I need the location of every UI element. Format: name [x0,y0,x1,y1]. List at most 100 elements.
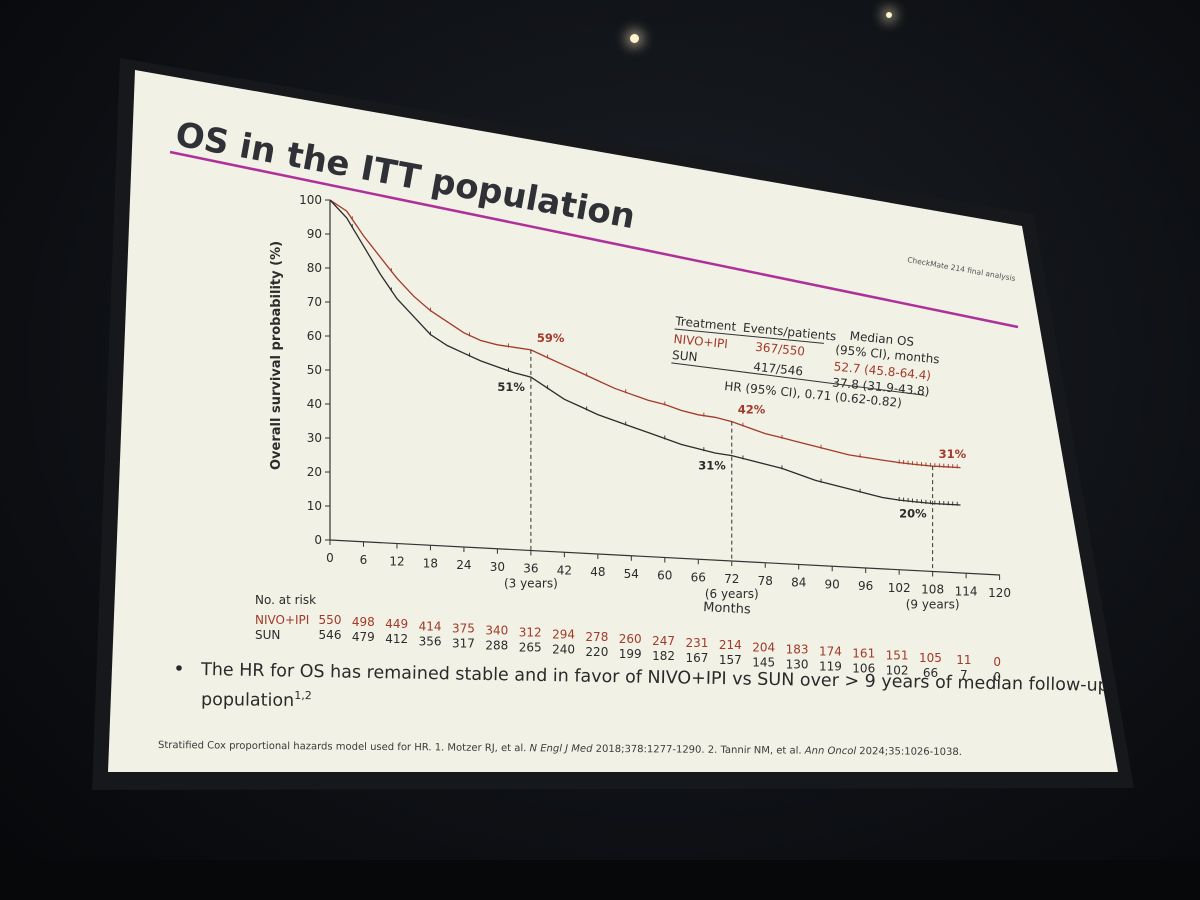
y-axis-title: Overall survival probability (%) [269,241,284,470]
x-tick-label: 24 [456,558,471,572]
x-tick-label: 108 [921,583,944,597]
x-tick-label: 120 [988,586,1011,600]
at-risk-value: 204 [752,640,775,654]
y-tick-label: 60 [307,329,322,343]
bullet-line-2-text: population [201,690,294,711]
x-tick-label: 6 [360,553,368,567]
at-risk-value: 130 [786,657,809,671]
at-risk-value: 479 [352,630,375,644]
legend-row-sun-name: SUN [671,348,698,364]
x-tick-label: 30 [490,560,505,574]
at-risk-value: 294 [552,628,575,642]
y-tick-label: 20 [307,465,322,479]
at-risk-value: 550 [319,613,342,627]
at-risk-row-name-nivo: NIVO+IPI [255,613,309,627]
at-risk-value: 312 [519,626,542,640]
x-tick-label: 90 [825,577,840,591]
x-tick-label: 54 [624,567,639,581]
at-risk-value: 214 [719,638,742,652]
year-label: (6 years) [705,587,759,601]
x-tick-label: 84 [791,576,806,590]
footnote-prefix: Stratified Cox proportional hazards mode… [158,740,526,754]
y-tick-label: 10 [307,499,322,513]
footnote-suffix: 2024;35:1026-1038. [859,746,962,758]
legend-header-rule [674,328,824,344]
at-risk-table: No. at risk NIVO+IPI SUN 550 498 449 414 375… [255,593,1001,684]
at-risk-value: 66 [923,666,938,680]
x-tick-label: 66 [691,570,706,584]
y-tick-label: 0 [314,533,322,547]
x-axis-title: Months [703,600,751,617]
at-risk-value: 119 [819,660,842,674]
at-risk-value: 105 [919,651,942,665]
x-tick-label: 36 [523,562,538,576]
ceiling-light [886,12,892,18]
at-risk-value: 0 [993,655,1001,669]
at-risk-value: 167 [686,651,709,665]
at-risk-value: 260 [619,632,642,646]
at-risk-value: 240 [552,643,575,657]
at-risk-value: 199 [619,647,642,661]
legend-col-treatment: Treatment [674,314,737,334]
bullet-dot [176,665,182,671]
annotation-label: 20% [899,507,927,521]
at-risk-value: 182 [652,649,675,663]
x-tick-label: 48 [590,565,605,579]
at-risk-value: 231 [686,636,709,650]
bullet-superscript: 1,2 [294,689,312,702]
at-risk-value: 498 [352,615,375,629]
at-risk-value: 317 [452,636,475,650]
stage-floor [0,860,1200,900]
footnote: Stratified Cox proportional hazards mode… [158,740,962,758]
x-tick-label: 72 [724,572,739,586]
y-tick-label: 80 [307,261,322,275]
legend-row-nivo-name: NIVO+IPI [673,332,728,351]
year-label: (9 years) [906,598,960,612]
annotation-label: 51% [497,380,525,394]
at-risk-value: 340 [485,624,508,638]
y-tick-label: 30 [307,431,322,445]
at-risk-value: 247 [652,634,675,648]
x-tick-label: 114 [955,584,978,598]
x-tick-label: 78 [758,574,773,588]
at-risk-value: 174 [819,645,842,659]
at-risk-value: 161 [852,647,875,661]
x-tick-label: 60 [657,569,672,583]
x-tick-label: 102 [888,581,911,595]
slide-background [108,70,1118,772]
legend-col-median-h1: Median OS [849,329,915,349]
y-tick-label: 70 [307,295,322,309]
at-risk-value: 102 [886,664,909,678]
at-risk-value: 0 [993,670,1001,684]
x-tick-label: 0 [326,551,334,565]
at-risk-value: 151 [886,649,909,663]
title-rule [169,150,1019,329]
bullet-line-2: population1,2 [201,688,312,711]
at-risk-value: 7 [960,668,968,682]
x-tick-label: 96 [858,579,873,593]
x-tick-label: 12 [389,555,404,569]
y-tick-label: 50 [307,363,322,377]
footnote-journal-1: N Engl J Med [530,743,594,755]
at-risk-value: 220 [585,645,608,659]
at-risk-value: 106 [852,662,875,676]
year-label: (3 years) [504,577,558,591]
footnote-journal-2: Ann Oncol [804,746,857,757]
legend-row-sun-events: 417/546 [753,360,804,379]
annotation-label: 59% [537,331,565,345]
at-risk-value: 449 [385,617,408,631]
at-risk-row-name-sun: SUN [255,628,280,642]
at-risk-title: No. at risk [255,593,316,607]
y-tick-label: 40 [307,397,322,411]
at-risk-value: 546 [319,628,342,642]
annotation-label: 31% [939,447,967,461]
at-risk-value: 145 [752,655,775,669]
legend-body-rule [671,362,925,396]
at-risk-value: 412 [385,632,408,646]
y-tick-label: 100 [299,193,322,207]
x-tick-label: 42 [557,563,572,577]
annotation-label: 31% [698,459,726,473]
at-risk-value: 265 [519,641,542,655]
